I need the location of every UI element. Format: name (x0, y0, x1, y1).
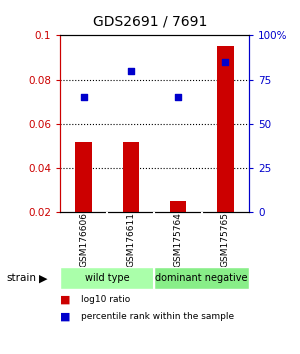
Point (176, 95, 181, 100)
Bar (170, 201, 186, 212)
Text: ▶: ▶ (39, 273, 48, 283)
Text: GSM176606: GSM176606 (79, 212, 88, 267)
Text: GDS2691 / 7691: GDS2691 / 7691 (93, 14, 207, 28)
Point (128, 68, 133, 74)
Text: wild type: wild type (85, 273, 130, 283)
Bar (60, 267, 154, 289)
Bar (123, 142, 139, 212)
Text: ■: ■ (60, 295, 70, 304)
Text: GSM175765: GSM175765 (221, 212, 230, 267)
Point (223, 59, 228, 65)
Bar (217, 46, 234, 212)
Point (81, 95, 86, 100)
Text: GSM175764: GSM175764 (174, 212, 183, 267)
Text: strain: strain (6, 273, 36, 283)
Bar (75, 142, 92, 212)
Text: log10 ratio: log10 ratio (81, 295, 130, 303)
Text: GSM176611: GSM176611 (126, 212, 135, 267)
Text: dominant negative: dominant negative (155, 273, 248, 283)
Bar (154, 267, 249, 289)
Text: ■: ■ (60, 312, 70, 321)
Text: percentile rank within the sample: percentile rank within the sample (81, 312, 234, 320)
